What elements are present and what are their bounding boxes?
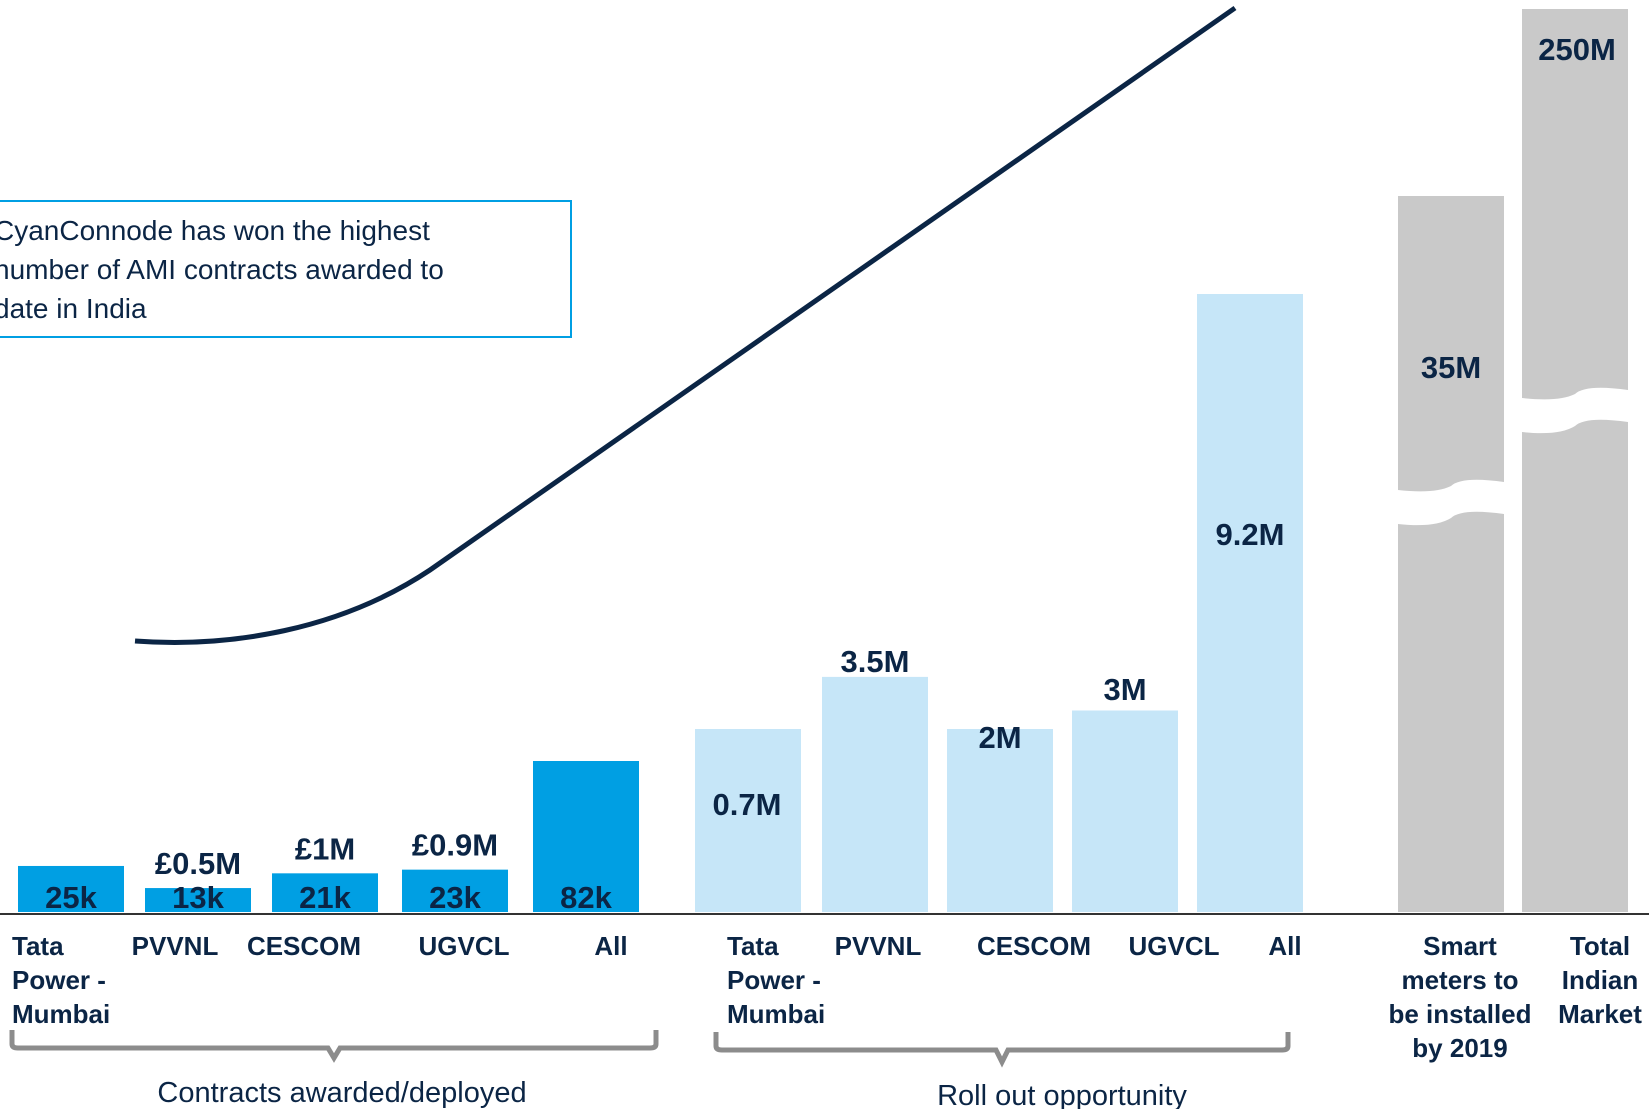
- bracket-rollout: [713, 1032, 1291, 1068]
- growth-curve: [134, 5, 1237, 645]
- bar-market-lower: [1398, 511, 1504, 912]
- bar-value-label: 250M: [1538, 32, 1616, 67]
- bar-market-upper: [1398, 196, 1504, 492]
- bar-contracts: [272, 873, 378, 912]
- category-label: Mumbai: [727, 999, 825, 1029]
- bar-value-label: £0.5M: [155, 846, 241, 881]
- bar-value-label: 9.2M: [1216, 517, 1285, 552]
- bar-value-label: £0.9M: [412, 828, 498, 863]
- category-label: Smart: [1423, 931, 1497, 961]
- group-label-rollout: Roll out opportunity: [937, 1080, 1187, 1109]
- category-labels-layer: Tata Power - Mumbai PVVNL CESCOM UGVCL All Tata…: [12, 931, 1642, 1063]
- category-label: PVVNL: [835, 931, 922, 961]
- bar-value-label: 35M: [1421, 350, 1481, 385]
- bar-market-lower: [1522, 419, 1628, 912]
- bar-units-label: 23k: [429, 880, 481, 915]
- bracket-contracts: [9, 1030, 659, 1063]
- callout-line-1: CyanConnode has won the highest: [0, 215, 430, 246]
- category-label: All: [1268, 931, 1301, 961]
- bar-rollout: [822, 676, 928, 912]
- bar-units-label: 13k: [172, 880, 224, 915]
- bar-market-upper: [1522, 9, 1628, 400]
- category-label: PVVNL: [132, 931, 219, 961]
- bar-labels-layer: 25k 13k£0.5M 21k £1M 23k £0.9M 82k 0.7M 3.5M 2M 3M…: [45, 32, 1616, 915]
- bar-units-label: 82k: [560, 880, 612, 915]
- bar-units-label: 25k: [45, 880, 97, 915]
- category-label: Indian: [1562, 965, 1639, 995]
- bar-rollout: [1197, 294, 1303, 912]
- bar-rollout: [947, 729, 1053, 912]
- category-label: UGVCL: [1129, 931, 1220, 961]
- group-label-contracts: Contracts awarded/deployed: [157, 1077, 526, 1109]
- bars-layer: [18, 9, 1628, 912]
- bar-value-label: 3M: [1103, 672, 1146, 707]
- category-label: Power -: [12, 965, 106, 995]
- category-label: be installed: [1388, 999, 1531, 1029]
- category-label: Tata: [12, 931, 64, 961]
- category-label: Mumbai: [12, 999, 110, 1029]
- bar-units-label: 21k: [299, 880, 351, 915]
- category-label: Tata: [727, 931, 779, 961]
- callout-line-2: number of AMI contracts awarded to: [0, 254, 444, 285]
- bar-rollout: [695, 729, 801, 912]
- bar-rollout: [1072, 710, 1178, 912]
- bar-contracts: [145, 888, 251, 912]
- category-label: CESCOM: [247, 931, 361, 961]
- callout-box: CyanConnode has won the highest number o…: [0, 200, 572, 338]
- category-label: Power -: [727, 965, 821, 995]
- callout-border: [0, 200, 572, 338]
- category-label: All: [594, 931, 627, 961]
- category-label: by 2019: [1412, 1033, 1507, 1063]
- bar-contracts: [18, 865, 124, 912]
- category-label: meters to: [1401, 965, 1518, 995]
- bar-contracts: [533, 761, 639, 912]
- category-label: CESCOM: [977, 931, 1091, 961]
- category-label: UGVCL: [419, 931, 510, 961]
- bar-contracts: [402, 869, 508, 912]
- bar-value-label: 2M: [978, 720, 1021, 755]
- bar-value-label: £1M: [295, 831, 355, 866]
- category-label: Total: [1570, 931, 1630, 961]
- callout-line-3: date in India: [0, 293, 147, 324]
- category-label: Market: [1558, 999, 1642, 1029]
- bar-value-label: 3.5M: [841, 644, 910, 679]
- bar-value-label: 0.7M: [713, 787, 782, 822]
